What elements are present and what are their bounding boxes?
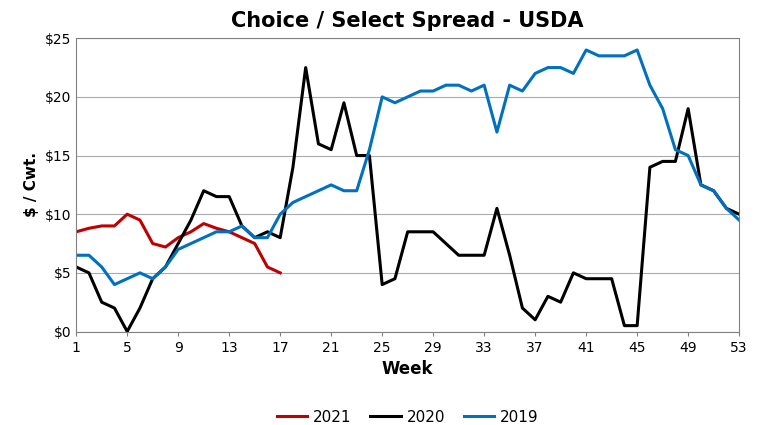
Title: Choice / Select Spread - USDA: Choice / Select Spread - USDA xyxy=(232,11,584,31)
2021 xyxy=(136,218,145,223)
2019 xyxy=(518,88,527,94)
2021 xyxy=(72,229,81,234)
2019 xyxy=(505,82,514,88)
2021 xyxy=(263,264,272,269)
2019 xyxy=(581,48,591,53)
2021 xyxy=(250,241,259,246)
2021 xyxy=(97,224,106,229)
2020 xyxy=(301,65,310,70)
2021 xyxy=(199,221,208,226)
2020 xyxy=(492,206,501,211)
2020 xyxy=(479,253,488,258)
2020 xyxy=(72,264,81,269)
2020 xyxy=(263,229,272,234)
Legend: 2021, 2020, 2019: 2021, 2020, 2019 xyxy=(271,404,545,425)
2020 xyxy=(530,317,539,322)
Line: 2019: 2019 xyxy=(76,50,739,285)
2020 xyxy=(607,276,616,281)
2021 xyxy=(238,235,247,240)
2019 xyxy=(735,218,744,223)
2019 xyxy=(263,235,272,240)
2021 xyxy=(187,229,196,234)
2021 xyxy=(174,235,183,240)
2019 xyxy=(467,88,476,94)
2020 xyxy=(518,306,527,311)
2021 xyxy=(85,226,94,231)
Y-axis label: $ / Cwt.: $ / Cwt. xyxy=(24,153,40,217)
2021 xyxy=(276,270,285,275)
X-axis label: Week: Week xyxy=(382,360,434,378)
2019 xyxy=(607,53,616,58)
2020 xyxy=(123,329,132,334)
2021 xyxy=(212,226,221,231)
2019 xyxy=(110,282,119,287)
2019 xyxy=(479,82,488,88)
2019 xyxy=(72,253,81,258)
2021 xyxy=(110,224,119,229)
2021 xyxy=(123,212,132,217)
Line: 2020: 2020 xyxy=(76,68,739,332)
Line: 2021: 2021 xyxy=(76,214,280,273)
2021 xyxy=(148,241,157,246)
2021 xyxy=(161,244,170,249)
2020 xyxy=(735,212,744,217)
2021 xyxy=(225,229,234,234)
